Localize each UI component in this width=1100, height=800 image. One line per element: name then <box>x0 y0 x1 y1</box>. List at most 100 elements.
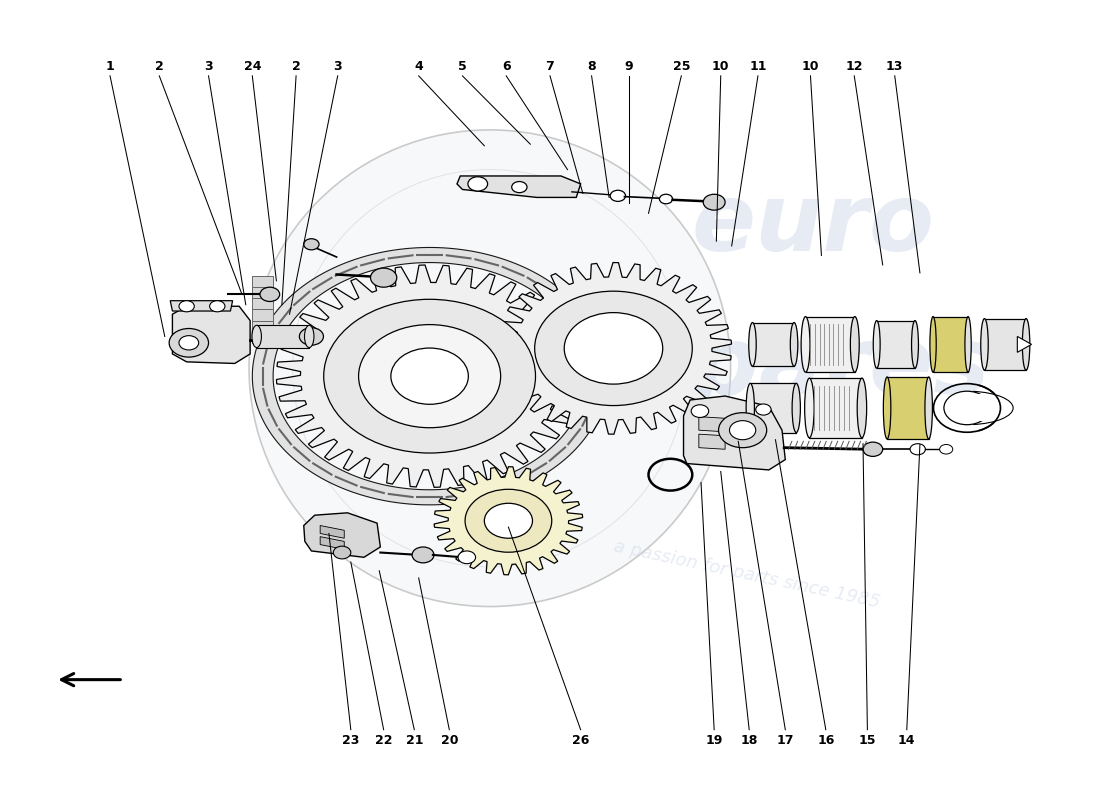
Ellipse shape <box>925 377 933 439</box>
Ellipse shape <box>1022 318 1030 370</box>
Circle shape <box>412 547 434 563</box>
Bar <box>252 310 273 321</box>
Bar <box>933 317 968 372</box>
Polygon shape <box>698 434 725 450</box>
Text: spares: spares <box>636 322 990 414</box>
Circle shape <box>458 551 475 564</box>
Circle shape <box>691 405 708 418</box>
Text: 11: 11 <box>749 60 767 73</box>
Circle shape <box>179 336 199 350</box>
Bar <box>252 287 273 298</box>
Polygon shape <box>495 262 732 434</box>
Bar <box>887 377 928 439</box>
Polygon shape <box>320 526 344 538</box>
Polygon shape <box>967 394 1004 422</box>
Polygon shape <box>683 396 785 470</box>
Bar <box>252 321 273 332</box>
Text: 4: 4 <box>415 60 424 73</box>
Ellipse shape <box>749 322 756 366</box>
Text: 24: 24 <box>243 60 261 73</box>
Text: 5: 5 <box>458 60 466 73</box>
Circle shape <box>468 177 487 191</box>
Text: a passion for parts since 1985: a passion for parts since 1985 <box>613 538 882 612</box>
Circle shape <box>864 442 882 457</box>
Ellipse shape <box>805 378 814 438</box>
Bar <box>805 317 855 372</box>
Circle shape <box>729 421 756 440</box>
Text: 25: 25 <box>672 60 690 73</box>
Text: 10: 10 <box>712 60 729 73</box>
Text: 3: 3 <box>333 60 342 73</box>
Circle shape <box>299 328 323 345</box>
Circle shape <box>359 325 500 428</box>
Circle shape <box>512 182 527 193</box>
Polygon shape <box>698 417 725 432</box>
Circle shape <box>333 546 351 559</box>
Text: 16: 16 <box>817 734 835 746</box>
Polygon shape <box>320 537 344 550</box>
Text: euro: euro <box>691 179 934 271</box>
Bar <box>256 326 309 347</box>
Text: 17: 17 <box>777 734 794 746</box>
Text: 18: 18 <box>740 734 758 746</box>
Circle shape <box>535 291 692 406</box>
Bar <box>750 383 796 433</box>
Circle shape <box>610 190 626 202</box>
Bar <box>252 332 273 342</box>
Ellipse shape <box>792 383 801 433</box>
Circle shape <box>484 503 532 538</box>
Circle shape <box>390 348 469 404</box>
Circle shape <box>210 301 224 312</box>
Circle shape <box>703 194 725 210</box>
Text: 1: 1 <box>106 60 114 73</box>
Text: 8: 8 <box>587 60 596 73</box>
Text: 14: 14 <box>898 734 915 746</box>
Ellipse shape <box>912 321 918 368</box>
Ellipse shape <box>873 321 880 368</box>
Circle shape <box>169 329 209 357</box>
Ellipse shape <box>790 322 798 366</box>
Polygon shape <box>434 466 583 574</box>
Polygon shape <box>276 265 583 487</box>
Text: 21: 21 <box>406 734 424 746</box>
Text: 19: 19 <box>705 734 723 746</box>
Text: 12: 12 <box>846 60 864 73</box>
Bar <box>877 321 915 368</box>
Ellipse shape <box>965 317 971 372</box>
Text: 23: 23 <box>342 734 360 746</box>
Text: 20: 20 <box>441 734 458 746</box>
Polygon shape <box>304 513 381 558</box>
Circle shape <box>910 444 925 455</box>
Text: 6: 6 <box>502 60 510 73</box>
Ellipse shape <box>746 383 755 433</box>
Text: 10: 10 <box>802 60 820 73</box>
Text: 15: 15 <box>859 734 876 746</box>
Ellipse shape <box>801 317 810 372</box>
Text: 9: 9 <box>625 60 634 73</box>
Ellipse shape <box>305 326 314 347</box>
Text: 2: 2 <box>155 60 164 73</box>
Text: 2: 2 <box>292 60 300 73</box>
Circle shape <box>564 313 662 384</box>
Bar <box>252 276 273 287</box>
Circle shape <box>939 445 953 454</box>
Text: 22: 22 <box>375 734 393 746</box>
Text: 13: 13 <box>887 60 903 73</box>
Ellipse shape <box>857 378 867 438</box>
Circle shape <box>465 490 552 552</box>
Polygon shape <box>456 176 581 198</box>
Polygon shape <box>1018 337 1032 352</box>
Bar <box>752 322 794 366</box>
Circle shape <box>944 391 990 425</box>
Text: 7: 7 <box>546 60 554 73</box>
Ellipse shape <box>252 326 262 347</box>
Polygon shape <box>252 247 606 505</box>
Circle shape <box>323 299 536 453</box>
Ellipse shape <box>930 317 936 372</box>
Polygon shape <box>173 306 250 363</box>
Ellipse shape <box>883 377 891 439</box>
Circle shape <box>179 301 195 312</box>
Text: 26: 26 <box>572 734 590 746</box>
Polygon shape <box>170 301 232 311</box>
Bar <box>984 318 1026 370</box>
